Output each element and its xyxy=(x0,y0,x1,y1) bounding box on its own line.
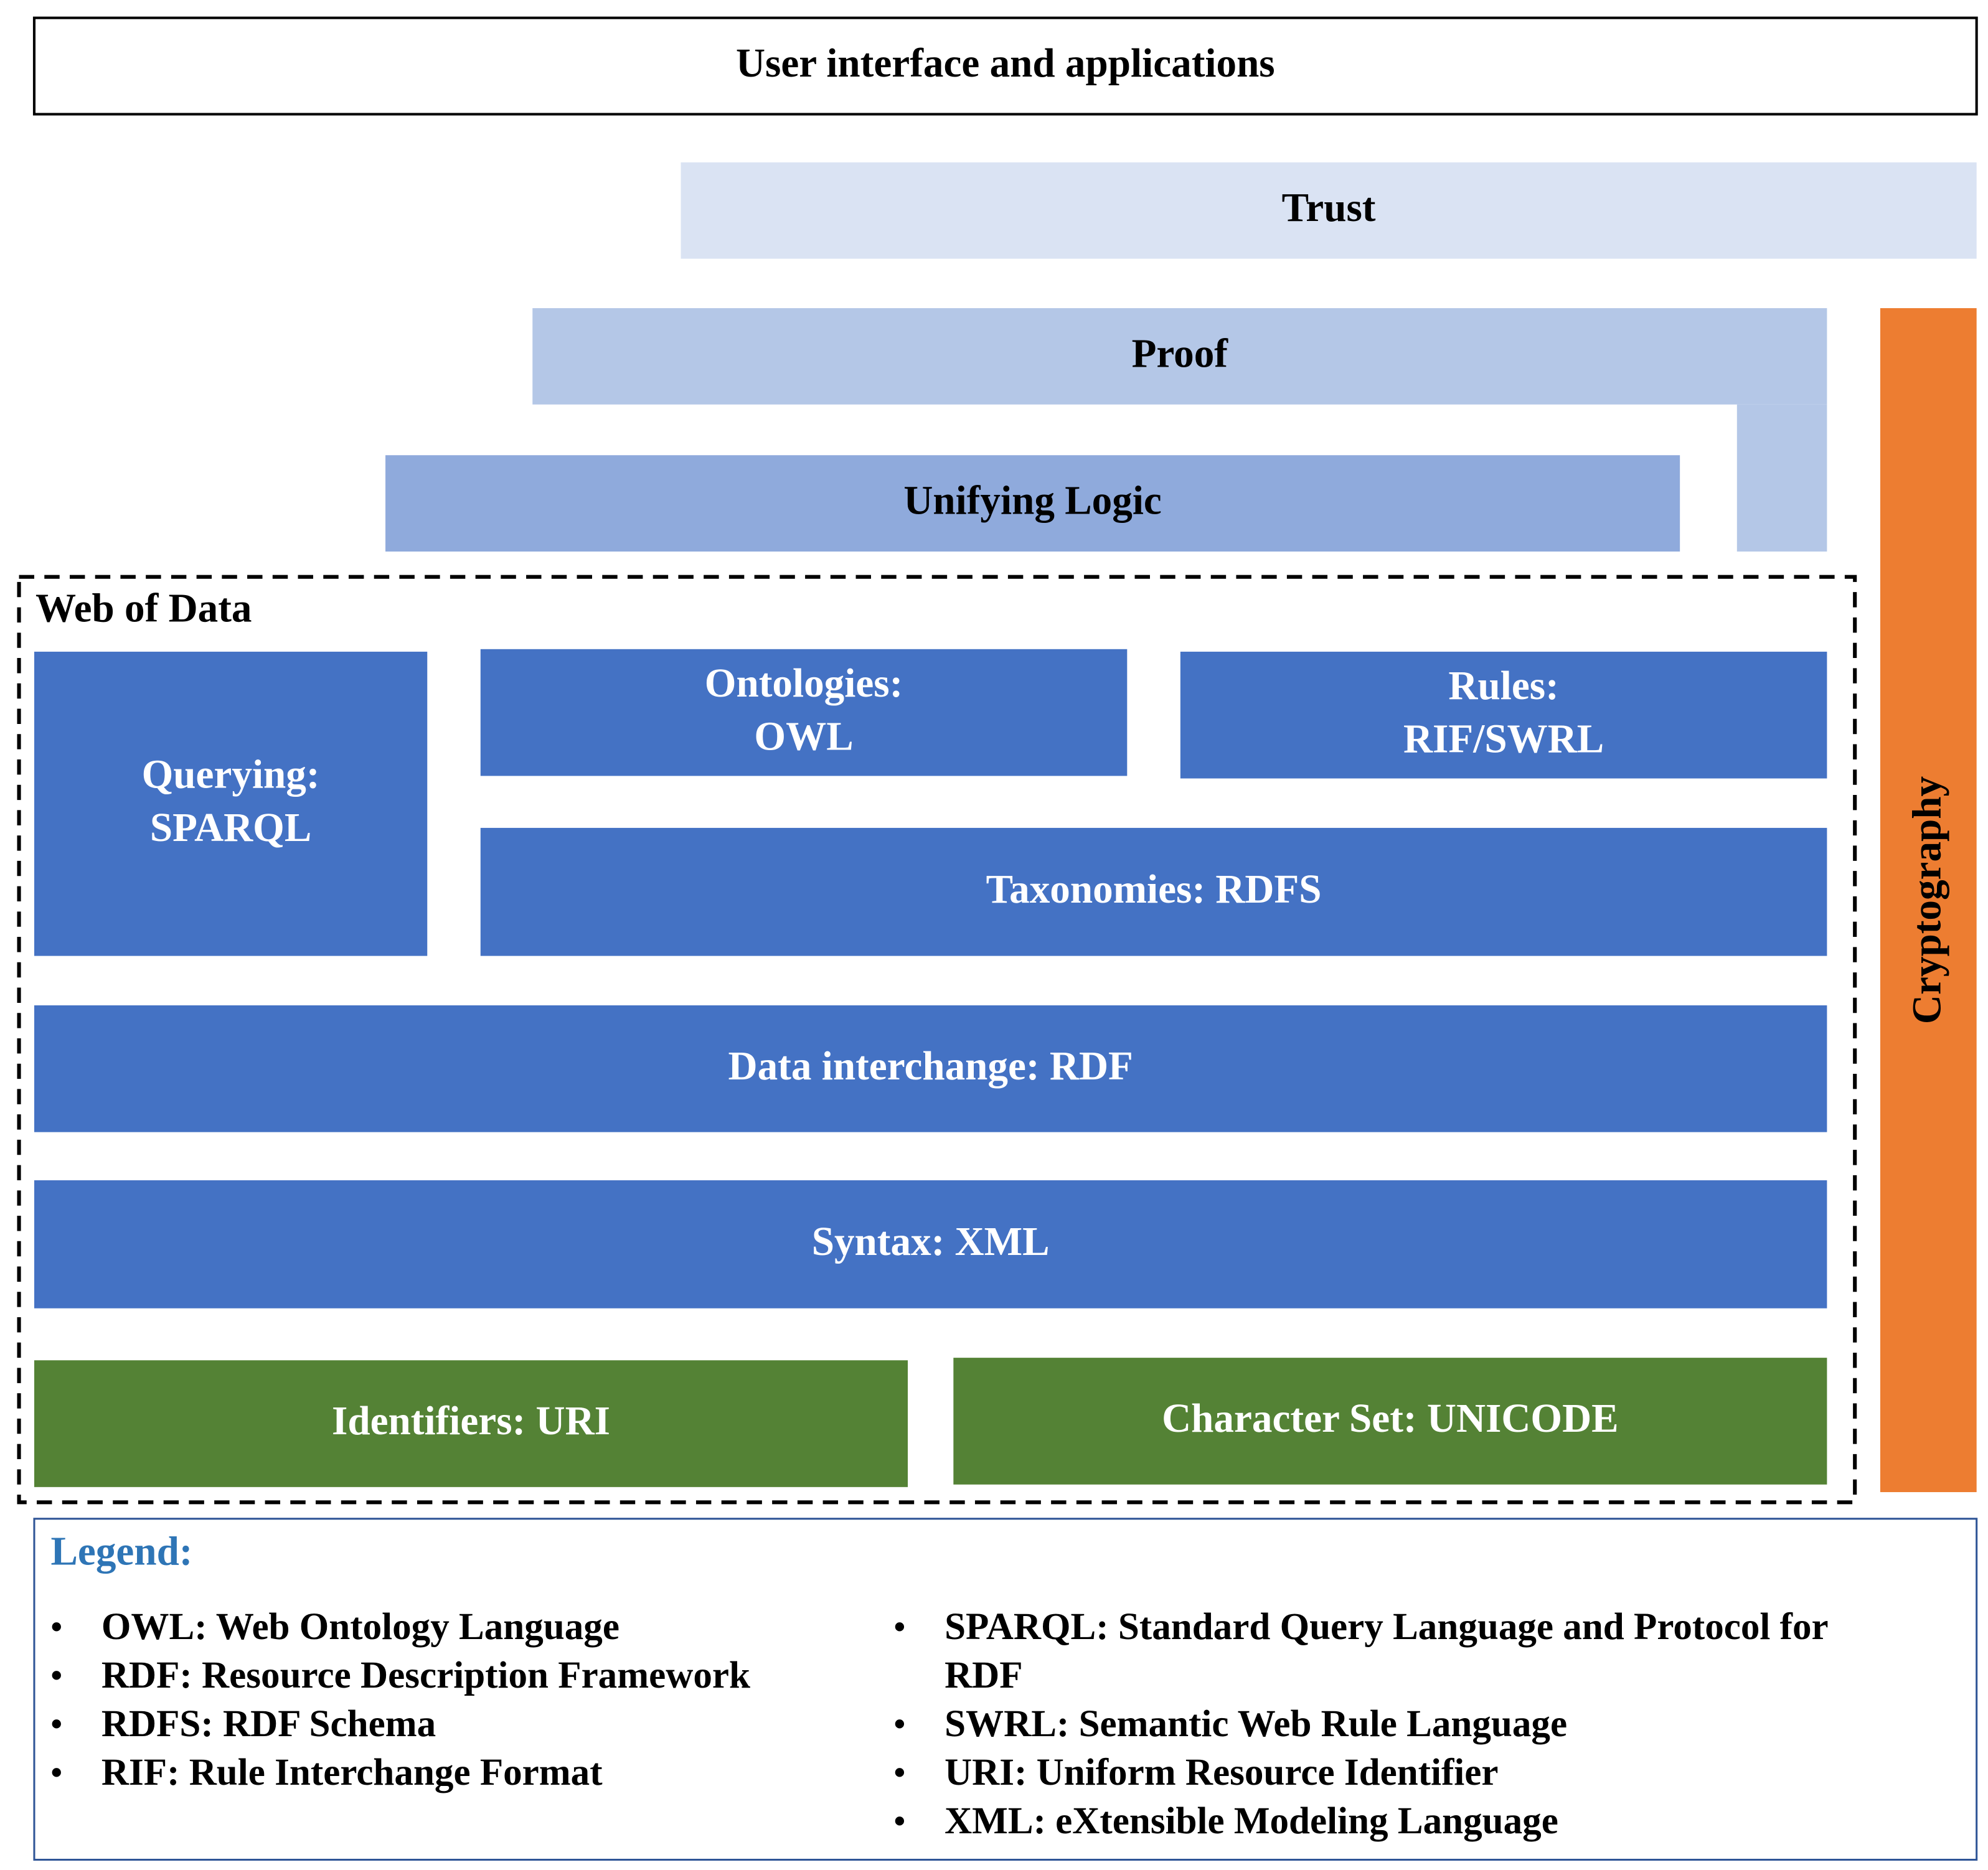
layer-label: Data interchange: RDF xyxy=(728,1044,1133,1089)
layer-box xyxy=(34,1360,908,1487)
legend-bullet: • xyxy=(50,1658,62,1694)
layer-box xyxy=(385,455,1680,552)
legend-bullet: • xyxy=(894,1803,906,1839)
legend-bullet: • xyxy=(894,1755,906,1791)
layer-label: Syntax: XML xyxy=(812,1219,1050,1264)
legend-bullet: • xyxy=(50,1609,62,1645)
legend-bullet: • xyxy=(50,1706,62,1742)
layer-box xyxy=(34,651,428,956)
layer-box xyxy=(32,16,1978,116)
layer-label: Ontologies: xyxy=(705,661,903,706)
layer-box xyxy=(34,1005,1827,1132)
legend-item: URI: Uniform Resource Identifier xyxy=(945,1752,1498,1793)
layer-label: Taxonomies: RDFS xyxy=(986,867,1322,912)
legend-item: RDF: Resource Description Framework xyxy=(101,1655,750,1696)
layer-box xyxy=(1880,308,1977,1492)
layer-label: Unifying Logic xyxy=(903,479,1162,524)
layer-box-part xyxy=(1736,404,1827,552)
legend-item: RIF: Rule Interchange Format xyxy=(101,1752,603,1793)
legend-item: RDFS: RDF Schema xyxy=(101,1703,436,1745)
legend-bullet: • xyxy=(50,1755,62,1791)
layer-box xyxy=(953,1358,1827,1485)
group-label: Web of Data xyxy=(35,586,252,631)
legend-box xyxy=(33,1518,1978,1861)
layer-label: User interface and applications xyxy=(736,41,1275,86)
layer-box xyxy=(532,308,1827,405)
layer-box xyxy=(480,649,1128,776)
legend-item: XML: eXtensible Modeling Language xyxy=(945,1800,1558,1842)
layer-label: Cryptography xyxy=(1905,776,1949,1024)
legend-item: OWL: Web Ontology Language xyxy=(101,1606,619,1648)
layer-box xyxy=(681,162,1977,259)
layer-label: RIF/SWRL xyxy=(1403,717,1604,761)
legend-bullet: • xyxy=(894,1706,906,1742)
layer-label: Identifiers: URI xyxy=(332,1399,610,1444)
layer-label: Rules: xyxy=(1448,664,1558,708)
web-of-data-group xyxy=(17,575,1857,1505)
legend-bullet: • xyxy=(894,1609,906,1645)
layer-box xyxy=(34,1180,1827,1309)
legend-title: Legend: xyxy=(50,1529,192,1574)
layer-box xyxy=(480,827,1827,956)
legend-item: RDF xyxy=(945,1655,1023,1696)
layer-label: Character Set: UNICODE xyxy=(1162,1396,1619,1441)
legend-item: SPARQL: Standard Query Language and Prot… xyxy=(945,1606,1829,1648)
legend-item: SWRL: Semantic Web Rule Language xyxy=(945,1703,1567,1745)
layer-label: OWL xyxy=(754,714,853,759)
layer-label: Proof xyxy=(1132,331,1229,376)
layer-label: SPARQL xyxy=(150,806,311,850)
layer-label: Trust xyxy=(1282,186,1376,230)
layer-label: Querying: xyxy=(142,752,320,797)
layer-box xyxy=(1180,651,1827,779)
